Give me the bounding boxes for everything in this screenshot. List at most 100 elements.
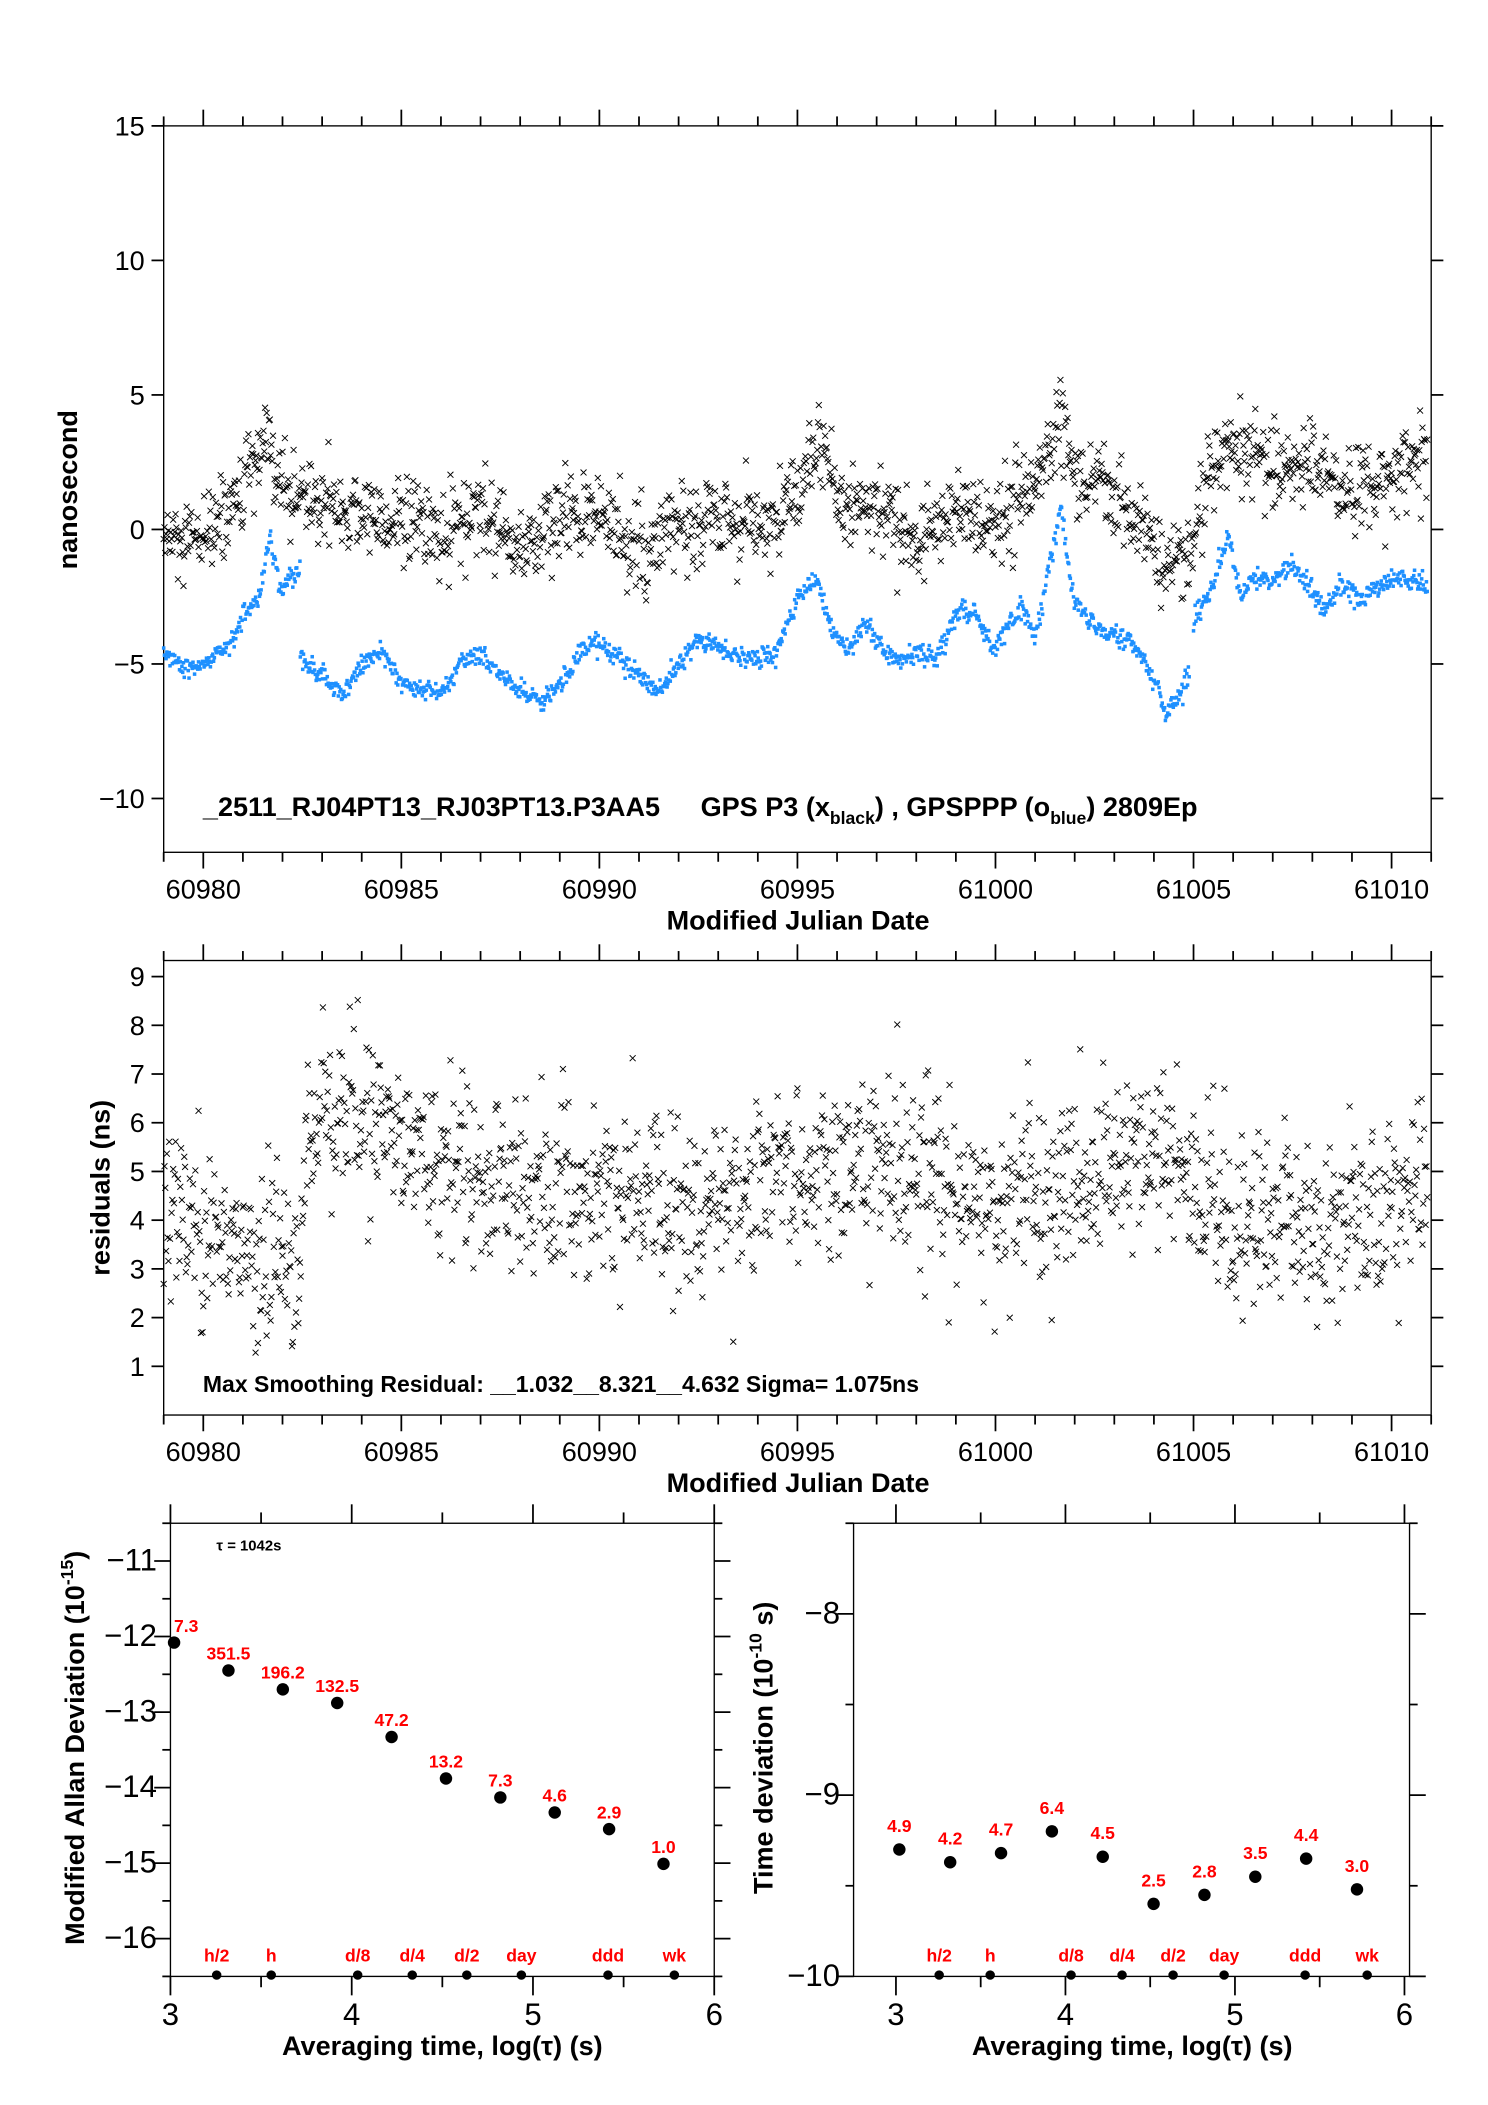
data-point-x xyxy=(648,1187,655,1195)
data-point-x xyxy=(1198,1211,1206,1219)
data-point-x xyxy=(1209,1201,1216,1209)
data-point-x xyxy=(974,1168,982,1176)
data-point-x xyxy=(585,1270,593,1277)
data-point-x xyxy=(790,482,798,490)
data-point-o xyxy=(712,641,717,645)
data-point-x xyxy=(831,1102,838,1110)
data-point-o xyxy=(870,627,875,632)
x-tick-label: 60995 xyxy=(760,1437,835,1467)
data-point-x xyxy=(421,558,429,565)
data-point-x xyxy=(916,1266,924,1274)
data-point-x xyxy=(611,1263,618,1271)
data-point-o xyxy=(1418,581,1422,586)
data-point-x xyxy=(546,1146,554,1154)
data-point-x xyxy=(1263,1139,1271,1147)
data-point-x xyxy=(427,548,434,555)
data-point-x xyxy=(859,1185,867,1193)
data-point-x xyxy=(230,1221,237,1228)
data-point-x xyxy=(928,1191,935,1198)
data-point-o xyxy=(580,650,585,655)
data-point-o xyxy=(1272,577,1277,582)
data-point-x xyxy=(1029,1223,1037,1231)
data-point-x xyxy=(1268,1252,1276,1260)
data-point-o xyxy=(792,597,797,602)
data-point-o xyxy=(399,676,403,681)
data-point-x xyxy=(397,1116,404,1124)
data-point-o xyxy=(420,693,425,698)
data-point-o xyxy=(1131,641,1136,645)
data-point-x xyxy=(363,1089,371,1097)
data-point-x xyxy=(845,1121,853,1129)
data-point-o xyxy=(237,620,241,625)
data-point-x xyxy=(493,502,500,510)
data-point-o xyxy=(498,677,502,681)
data-point-x xyxy=(1412,1166,1420,1174)
data-point-x xyxy=(976,1194,983,1201)
data-point-x xyxy=(1000,1228,1007,1235)
data-point-o xyxy=(887,661,891,666)
data-point-x xyxy=(1042,478,1050,486)
data-point-x xyxy=(707,1187,715,1195)
data-point-x xyxy=(555,552,563,560)
data-point-x xyxy=(628,528,636,536)
data-point-o xyxy=(298,655,303,659)
data-point-o xyxy=(605,653,610,658)
data-point-x xyxy=(368,492,376,499)
data-point-x xyxy=(161,549,169,557)
data-point-x xyxy=(386,526,394,533)
data-point-x xyxy=(218,1238,226,1246)
data-point-o xyxy=(895,659,899,664)
data-point-x xyxy=(1127,538,1135,546)
data-point-x xyxy=(1114,1088,1121,1096)
data-point-x xyxy=(309,505,316,512)
data-point-x xyxy=(167,1298,175,1305)
data-point-x xyxy=(371,1157,378,1165)
data-point-o xyxy=(798,588,802,593)
data-point-x xyxy=(169,1196,176,1204)
data-point-o xyxy=(594,644,599,649)
data-point-x xyxy=(374,1173,381,1181)
data-point-x xyxy=(513,546,521,554)
data-point-x xyxy=(1322,1160,1330,1167)
data-point-x xyxy=(958,1215,965,1223)
data-point-x xyxy=(977,1161,984,1169)
data-point-o xyxy=(859,634,863,639)
data-point-o xyxy=(812,583,817,588)
data-point-o xyxy=(765,656,769,660)
data-point-o xyxy=(459,658,463,663)
data-point-x xyxy=(1043,433,1051,440)
data-point-x xyxy=(698,1239,705,1247)
data-point-x xyxy=(879,553,887,560)
data-point-x xyxy=(229,513,236,521)
data-point-x xyxy=(266,416,274,423)
data-point-x xyxy=(381,1153,389,1161)
data-point-o xyxy=(837,634,841,639)
data-point-x xyxy=(1130,1139,1138,1146)
data-point-x xyxy=(1236,393,1244,400)
data-point-x xyxy=(1194,1147,1201,1155)
data-point-x xyxy=(860,1196,868,1204)
data-point-x xyxy=(653,1112,660,1120)
data-point-x xyxy=(950,1191,957,1198)
data-point-o xyxy=(762,647,766,651)
data-point-o xyxy=(227,653,232,657)
data-point-x xyxy=(1164,544,1171,552)
data-point-x xyxy=(545,1221,552,1229)
data-point-o xyxy=(745,660,749,664)
data-point-o xyxy=(1423,587,1427,591)
data-point-o xyxy=(982,638,986,643)
data-point-x xyxy=(885,1072,892,1080)
data-point-x xyxy=(182,1268,190,1276)
data-point-o xyxy=(319,670,323,675)
data-point-x xyxy=(370,520,377,527)
data-point-o xyxy=(1047,556,1052,561)
data-point-x xyxy=(161,1162,168,1170)
data-point-x xyxy=(175,1232,183,1240)
data-point-x xyxy=(1076,1046,1084,1053)
data-point-o xyxy=(1318,611,1323,616)
data-point-x xyxy=(667,530,674,537)
data-point-o xyxy=(1171,705,1176,710)
data-point-x xyxy=(1225,443,1233,450)
data-point-x xyxy=(207,535,215,543)
data-point-x xyxy=(569,516,577,524)
